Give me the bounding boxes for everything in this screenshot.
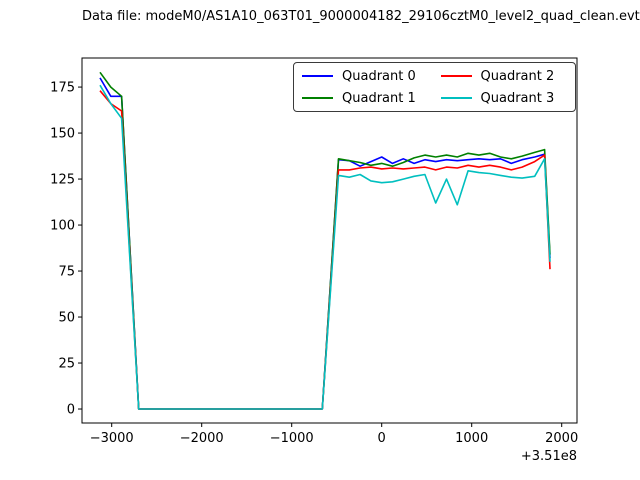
legend-line-sample-quadrant-0 — [302, 75, 333, 77]
axes-frame — [81, 57, 578, 424]
x-tick-label: 2000 — [545, 431, 578, 446]
x-tick-label: 1000 — [455, 431, 488, 446]
legend-entry-quadrant-0: Quadrant 0 — [302, 65, 429, 87]
legend-entry-quadrant-3: Quadrant 3 — [440, 87, 568, 109]
y-tick-label: 150 — [50, 127, 75, 142]
y-tick-label: 75 — [58, 265, 75, 280]
legend-label: Quadrant 3 — [480, 90, 555, 106]
y-tick-label: 0 — [67, 403, 75, 418]
legend-line-sample-quadrant-2 — [440, 75, 472, 77]
legend-entry-quadrant-2: Quadrant 2 — [440, 65, 568, 87]
legend-line-sample-quadrant-1 — [302, 97, 333, 99]
legend-entry-quadrant-1: Quadrant 1 — [302, 87, 429, 109]
series-quadrant-3 — [99, 84, 551, 410]
y-tick-label: 50 — [58, 311, 75, 326]
legend-label: Quadrant 2 — [480, 68, 555, 84]
y-tick-label: 175 — [50, 81, 75, 96]
x-tick-label: −1000 — [270, 431, 314, 446]
y-tick-label: 100 — [50, 219, 75, 234]
x-tick-label: 0 — [378, 431, 386, 446]
y-tick-label: 25 — [58, 357, 75, 372]
legend: Quadrant 0 Quadrant 2 Quadrant 1 Quadran… — [293, 62, 576, 112]
chart-title: Data file: modeM0/AS1A10_063T01_90000041… — [82, 9, 640, 24]
legend-label: Quadrant 1 — [342, 90, 416, 106]
x-tick-label: −3000 — [90, 431, 134, 446]
legend-label: Quadrant 0 — [342, 68, 416, 84]
legend-line-sample-quadrant-3 — [440, 97, 472, 99]
x-tick-label: −2000 — [180, 431, 224, 446]
x-axis-offset-label: +3.51e8 — [521, 449, 577, 464]
y-tick-label: 125 — [50, 173, 75, 188]
